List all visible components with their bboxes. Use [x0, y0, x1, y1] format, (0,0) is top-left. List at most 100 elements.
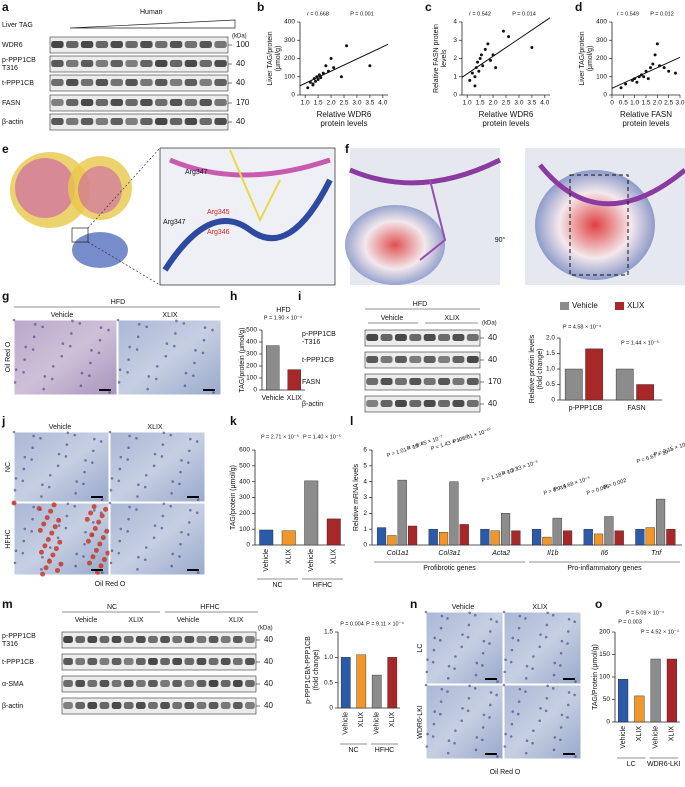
nucleus: [145, 325, 148, 329]
nucleus: [432, 648, 436, 652]
nucleus: [109, 561, 113, 565]
kda-label: 40: [264, 701, 273, 710]
nucleus: [504, 658, 507, 662]
blot-band: [423, 378, 436, 385]
point: [473, 84, 477, 88]
x-axis-label: Relative WDR6: [479, 110, 534, 119]
y-tick-label: 1.0: [546, 366, 555, 373]
nucleus: [57, 524, 61, 527]
nucleus: [170, 564, 174, 568]
blot-header: Vehicle: [381, 315, 404, 322]
nucleus: [24, 345, 27, 349]
nucleus: [433, 710, 437, 713]
nucleus: [532, 655, 535, 658]
blot-band: [196, 680, 207, 687]
nucleus: [468, 684, 471, 688]
point: [624, 82, 628, 86]
nucleus: [503, 670, 507, 674]
bar: [259, 529, 274, 546]
blot-band: [51, 41, 64, 48]
nucleus: [495, 620, 498, 624]
blot-band: [169, 118, 183, 125]
bar: [645, 527, 655, 546]
bar: [287, 369, 301, 391]
nucleus: [424, 610, 428, 614]
nucleus: [73, 504, 77, 508]
kda-label: 40: [488, 333, 497, 342]
image-header: Vehicle: [452, 604, 475, 611]
annotation: P = 0.001: [350, 11, 374, 17]
lipid-droplet: [95, 569, 101, 575]
nucleus: [56, 536, 60, 540]
annotation: P = 1.44 × 10⁻⁵: [621, 339, 659, 346]
nucleus: [128, 505, 131, 509]
annotation: P = 4.58 × 10⁻⁴: [563, 323, 602, 330]
blot-band: [366, 400, 379, 407]
blot-band: [111, 636, 122, 643]
nucleus: [440, 687, 444, 691]
nucleus: [91, 461, 94, 464]
lipid-droplet: [58, 561, 64, 567]
lipid-droplet: [54, 567, 60, 573]
blot-band: [184, 680, 195, 687]
nucleus: [97, 351, 101, 355]
nucleus: [546, 684, 549, 688]
point: [619, 86, 623, 90]
nucleus: [160, 526, 164, 530]
panel-letter: c: [425, 0, 432, 14]
blot-band: [220, 636, 231, 643]
nucleus: [84, 530, 87, 534]
point: [483, 47, 487, 51]
nucleus: [136, 568, 139, 571]
panel-letter: m: [2, 597, 13, 611]
blot-band: [208, 658, 219, 665]
y-tick-label: 200: [239, 510, 250, 517]
point: [651, 62, 655, 66]
nucleus: [475, 661, 479, 665]
blot-band: [169, 60, 183, 67]
nucleus: [504, 732, 507, 736]
y-tick-label: 100: [239, 526, 250, 533]
nucleus: [41, 555, 44, 559]
point: [319, 76, 323, 80]
annotation: P = 4.52 × 10⁻⁴: [641, 628, 680, 635]
bar: [490, 530, 500, 546]
y-tick-label: 3: [363, 494, 367, 501]
nucleus: [110, 477, 114, 480]
nucleus: [126, 530, 129, 533]
nucleus: [516, 712, 520, 716]
lipid-droplet: [92, 526, 98, 532]
point: [667, 69, 671, 73]
lipid-droplet: [51, 502, 57, 508]
x-axis-label: protein levels: [622, 119, 669, 128]
blot-band: [196, 658, 207, 665]
nucleus: [179, 470, 182, 474]
blot-band: [110, 60, 123, 67]
nucleus: [171, 480, 174, 483]
image-header: XLIX: [532, 604, 548, 611]
lipid-droplet: [37, 527, 43, 533]
bar: [618, 679, 629, 723]
nucleus: [14, 368, 18, 372]
nucleus: [73, 433, 77, 437]
nucleus: [32, 505, 35, 509]
point: [477, 69, 481, 73]
nucleus: [195, 440, 199, 443]
y-axis-label: Liver TAG/protein: [579, 31, 586, 85]
nucleus: [118, 368, 122, 372]
lipid-droplet: [56, 517, 62, 523]
bar: [500, 513, 511, 546]
nucleus: [432, 722, 436, 726]
y-tick-label: 2: [453, 55, 457, 62]
nucleus: [135, 348, 139, 351]
bar: [397, 479, 407, 546]
blot-header: Vehicle: [177, 617, 200, 624]
blot-band: [380, 334, 393, 341]
nucleus: [99, 326, 103, 329]
blot-band: [214, 79, 227, 86]
point: [470, 71, 474, 75]
point: [324, 64, 328, 68]
nucleus: [574, 680, 577, 683]
bar: [650, 658, 661, 723]
